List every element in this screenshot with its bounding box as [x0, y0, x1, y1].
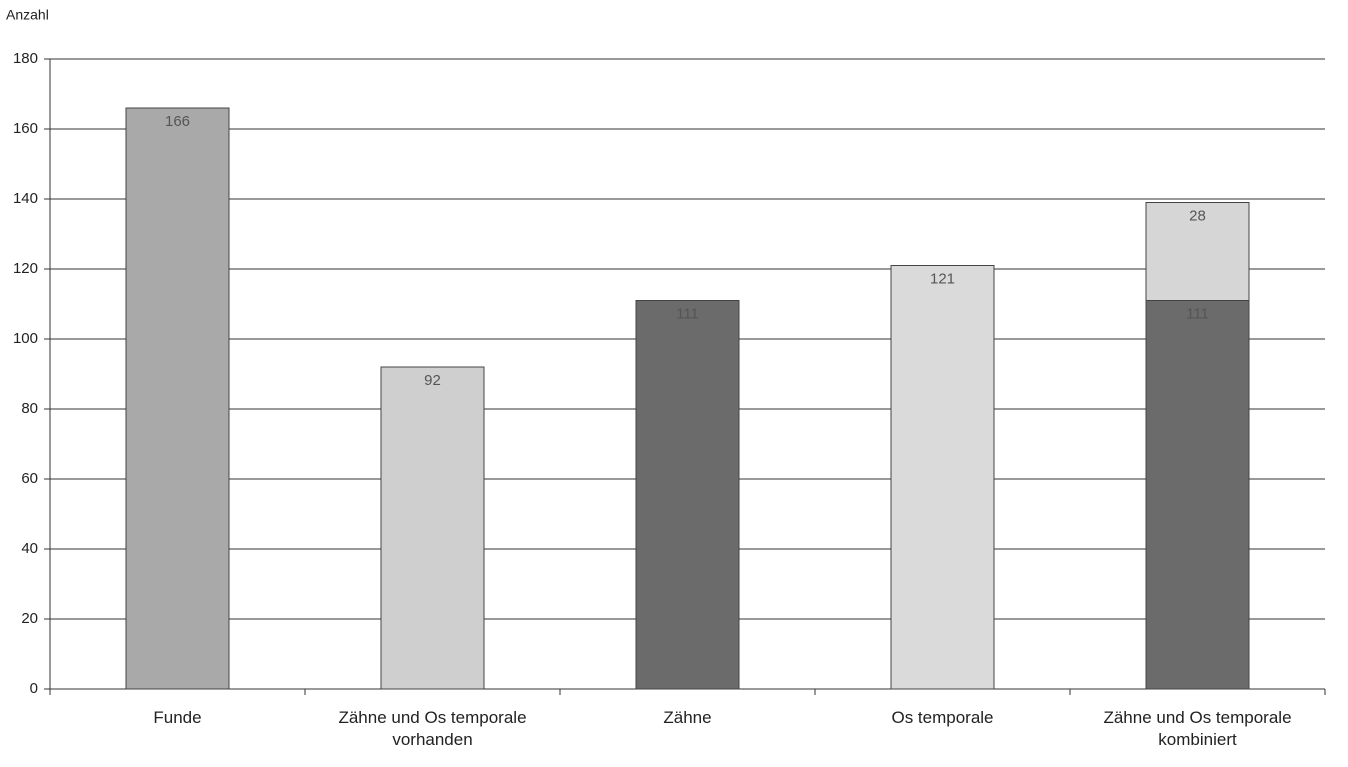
x-tick-label: Zähne — [663, 708, 712, 727]
data-label: 92 — [424, 372, 441, 389]
y-tick-label: 160 — [13, 120, 38, 137]
x-tick-label: Os temporale — [891, 708, 994, 727]
y-tick-label: 40 — [21, 540, 38, 557]
y-tick-label: 20 — [21, 610, 38, 627]
y-axis-label: Anzahl — [6, 7, 49, 23]
bar — [1145, 202, 1250, 301]
data-label: 166 — [165, 113, 190, 130]
y-tick-label: 80 — [21, 400, 38, 417]
x-tick-label: Zähne und Os temporale kombiniert — [1103, 708, 1292, 749]
data-label: 28 — [1189, 207, 1206, 224]
x-tick-label: Zähne und Os temporale vorhanden — [338, 708, 527, 749]
y-tick-label: 120 — [13, 260, 38, 277]
bar — [125, 107, 230, 690]
bar — [635, 300, 740, 690]
bar — [890, 265, 995, 690]
y-tick-label: 60 — [21, 470, 38, 487]
data-label: 111 — [676, 305, 699, 322]
y-tick-label: 100 — [13, 330, 38, 347]
data-label: 121 — [930, 270, 955, 287]
y-tick-label: 0 — [30, 680, 38, 697]
bar — [380, 366, 485, 690]
y-tick-label: 180 — [13, 50, 38, 67]
bar — [1145, 300, 1250, 690]
y-tick-label: 140 — [13, 190, 38, 207]
x-tick-label: Funde — [153, 708, 202, 727]
data-label: 111 — [1186, 305, 1209, 322]
